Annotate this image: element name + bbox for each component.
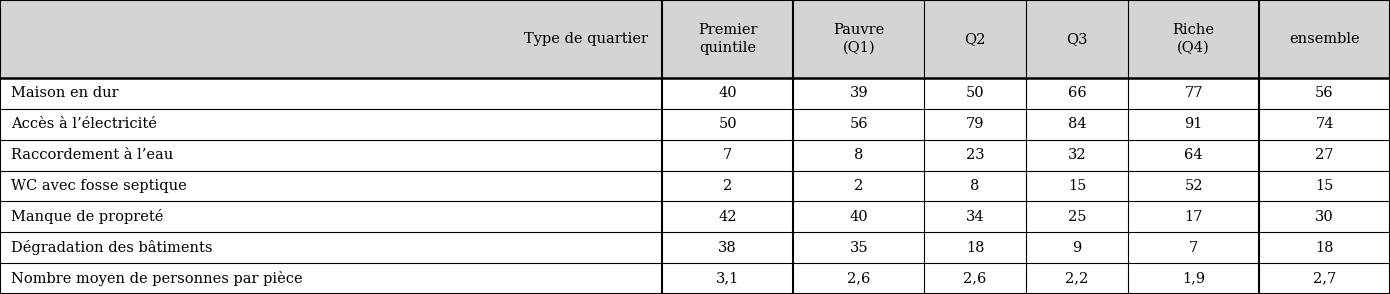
Text: 34: 34 [966,210,984,224]
Text: 84: 84 [1068,117,1087,131]
Text: Premier
quintile: Premier quintile [698,23,758,55]
Text: 15: 15 [1315,179,1333,193]
Text: 17: 17 [1184,210,1202,224]
Text: 50: 50 [966,86,984,100]
Text: 3,1: 3,1 [716,272,739,285]
Text: 40: 40 [719,86,737,100]
Text: 74: 74 [1315,117,1334,131]
Text: Accès à l’électricité: Accès à l’électricité [11,117,157,131]
Text: 25: 25 [1068,210,1087,224]
Text: Dégradation des bâtiments: Dégradation des bâtiments [11,240,213,255]
Text: 8: 8 [970,179,980,193]
Text: 52: 52 [1184,179,1202,193]
Text: Pauvre
(Q1): Pauvre (Q1) [833,23,884,55]
Text: 15: 15 [1068,179,1086,193]
Text: 2: 2 [723,179,733,193]
Text: 64: 64 [1184,148,1202,162]
Text: 56: 56 [849,117,869,131]
Text: 7: 7 [723,148,733,162]
Text: 2,7: 2,7 [1314,272,1336,285]
Text: Nombre moyen de personnes par pièce: Nombre moyen de personnes par pièce [11,271,303,286]
Text: 18: 18 [966,241,984,255]
Text: Type de quartier: Type de quartier [524,32,648,46]
Text: 27: 27 [1315,148,1334,162]
Text: 42: 42 [719,210,737,224]
Text: 7: 7 [1188,241,1198,255]
Text: 91: 91 [1184,117,1202,131]
Text: WC avec fosse septique: WC avec fosse septique [11,179,186,193]
Text: Q2: Q2 [965,32,986,46]
Text: 8: 8 [853,148,863,162]
Text: 2,6: 2,6 [847,272,870,285]
Bar [0,78,1390,294]
Text: Manque de propreté: Manque de propreté [11,209,164,224]
Bar [0,0,1390,78]
Text: Raccordement à l’eau: Raccordement à l’eau [11,148,174,162]
Text: 18: 18 [1315,241,1334,255]
Text: 56: 56 [1315,86,1334,100]
Text: Maison en dur: Maison en dur [11,86,118,100]
Text: 50: 50 [719,117,737,131]
Text: 2,2: 2,2 [1066,272,1088,285]
Text: 39: 39 [849,86,869,100]
Text: 30: 30 [1315,210,1334,224]
Text: Riche
(Q4): Riche (Q4) [1173,23,1215,55]
Text: 2,6: 2,6 [963,272,987,285]
Text: 32: 32 [1068,148,1087,162]
Text: 77: 77 [1184,86,1202,100]
Text: 40: 40 [849,210,869,224]
Text: 9: 9 [1073,241,1081,255]
Text: ensemble: ensemble [1289,32,1359,46]
Text: Q3: Q3 [1066,32,1088,46]
Text: 66: 66 [1068,86,1087,100]
Text: 23: 23 [966,148,984,162]
Text: 2: 2 [853,179,863,193]
Text: 1,9: 1,9 [1182,272,1205,285]
Text: 35: 35 [849,241,869,255]
Text: 38: 38 [719,241,737,255]
Text: 79: 79 [966,117,984,131]
